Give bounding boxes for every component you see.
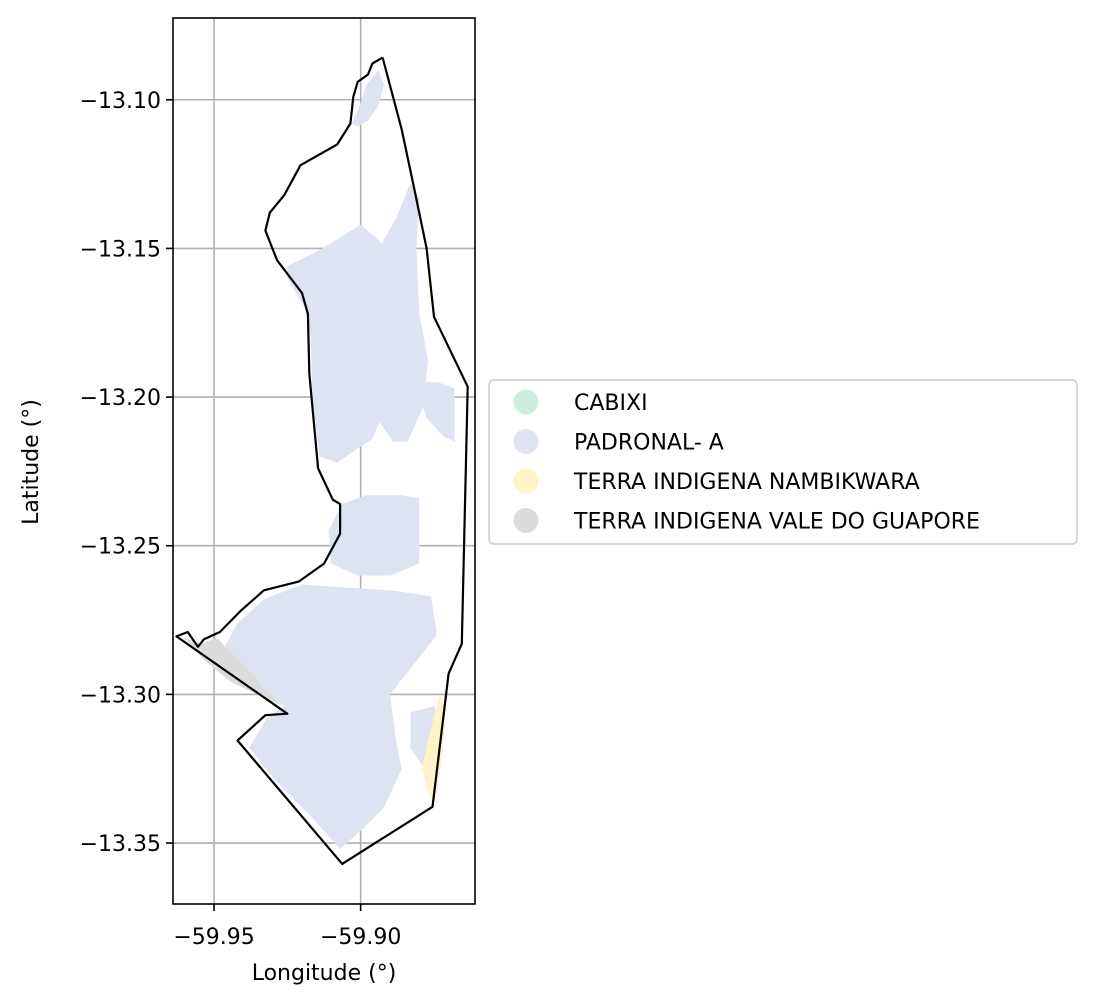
y-tick-label: −13.35 <box>80 832 161 857</box>
y-axis-label: Latitude (°) <box>19 399 44 525</box>
municipality-boundary <box>175 56 469 866</box>
region-padronal-a <box>219 584 437 849</box>
boundary-layer <box>175 56 469 866</box>
region-padronal-a <box>419 382 455 442</box>
region-terra-indigena-vale-do-guapore <box>184 637 283 707</box>
legend-marker <box>513 508 539 533</box>
region-padronal-a <box>351 70 385 127</box>
y-tick-label: −13.10 <box>80 89 161 114</box>
x-tick-label: −59.95 <box>173 925 254 950</box>
legend-label-cabixi: CABIXI <box>574 391 648 416</box>
legend-box <box>488 379 1078 545</box>
region-padronal-a <box>328 495 420 576</box>
regions-layer <box>184 70 455 849</box>
y-tick-label: −13.30 <box>80 683 161 708</box>
legend-marker <box>513 468 539 494</box>
legend-label-terra-indigena-vale-do-guapore: TERRA INDIGENA VALE DO GUAPORE <box>573 510 980 535</box>
region-terra-indigena-nambikwara <box>422 694 446 802</box>
legend: CABIXI PADRONAL- A TERRA INDIGENA NAMBIKWA… <box>488 379 1078 545</box>
y-tick-label: −13.15 <box>80 237 161 262</box>
legend-label-terra-indigena-nambikwara: TERRA INDIGENA NAMBIKWARA <box>573 470 920 495</box>
y-axis: −13.10 −13.15 −13.20 −13.25 −13.30 −13.35 <box>80 89 173 857</box>
y-tick-label: −13.25 <box>80 535 161 560</box>
legend-marker <box>513 389 539 415</box>
plot-frame <box>172 17 476 905</box>
legend-marker <box>513 429 539 454</box>
x-tick-label: −59.90 <box>320 925 401 950</box>
x-axis: −59.95 −59.90 <box>173 904 401 950</box>
y-tick-label: −13.20 <box>80 386 161 411</box>
region-padronal-a <box>287 224 399 463</box>
legend-label-padronal-a: PADRONAL- A <box>574 431 724 456</box>
x-axis-label: Longitude (°) <box>252 961 397 986</box>
